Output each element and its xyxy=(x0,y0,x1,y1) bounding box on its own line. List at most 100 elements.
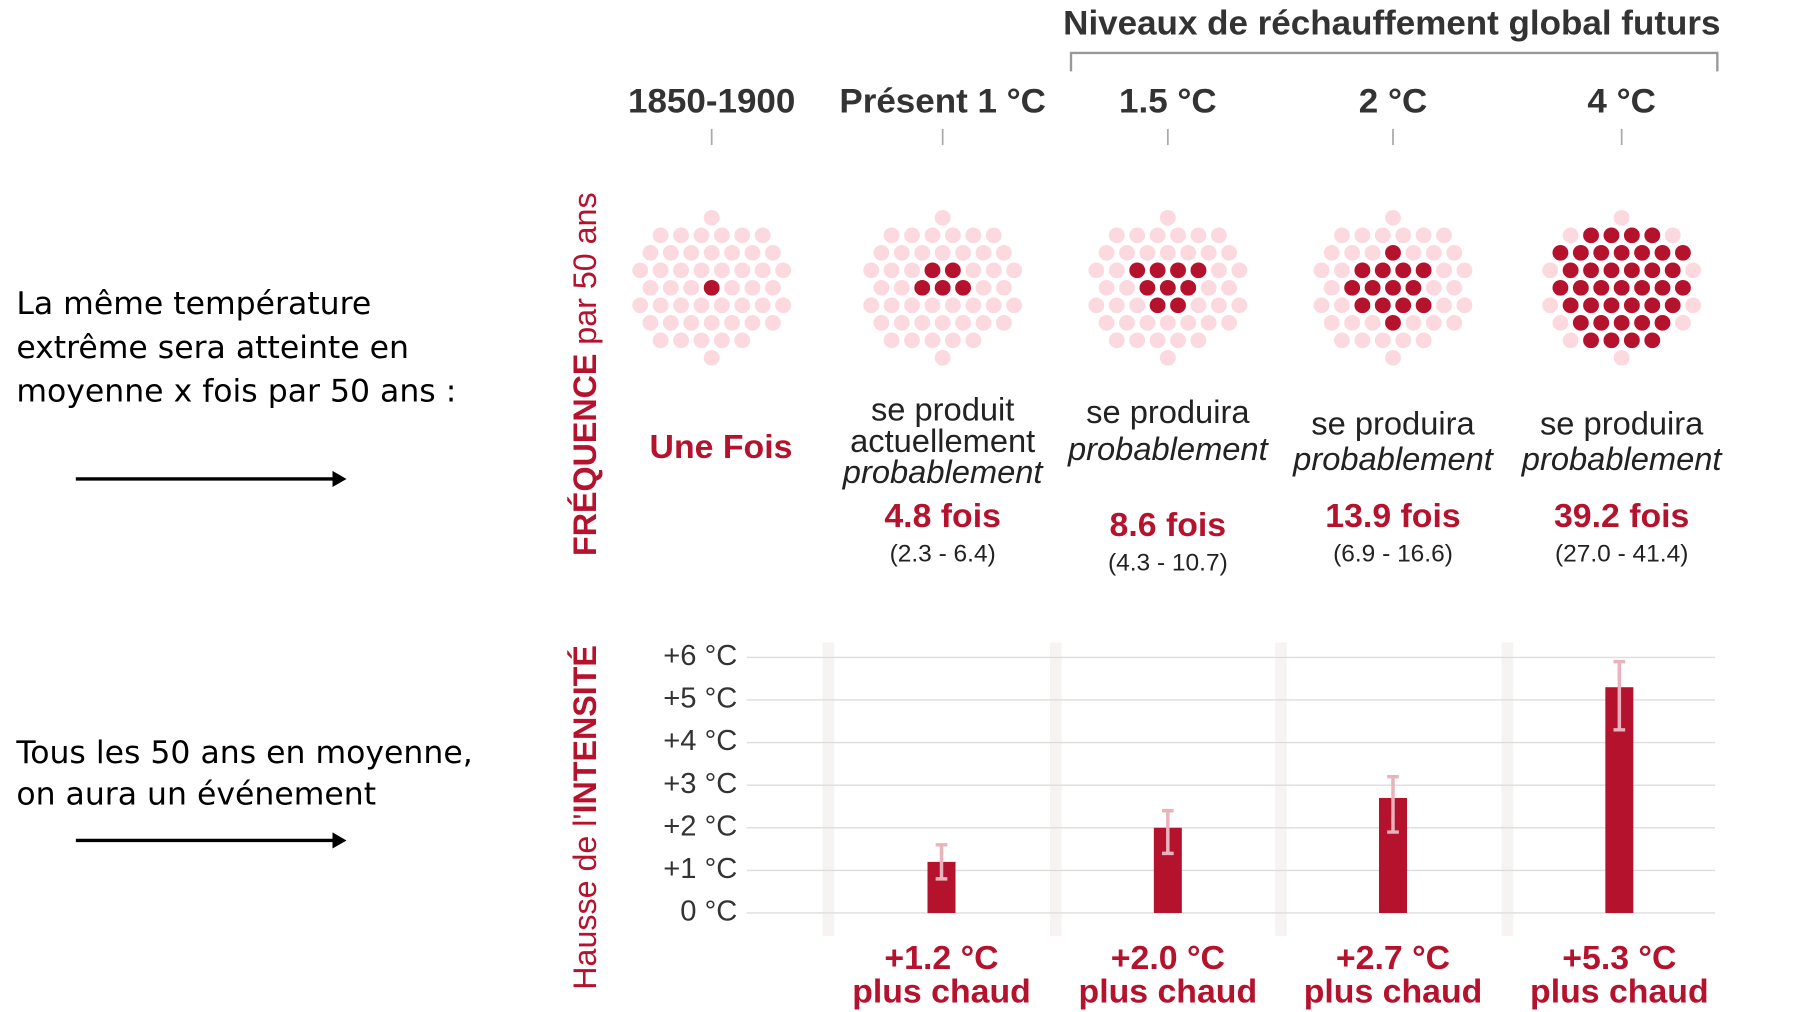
dot-empty xyxy=(924,332,941,349)
description: se produira xyxy=(1540,406,1704,442)
frequency-value: 4.8 fois xyxy=(884,498,1001,535)
dot-empty xyxy=(1129,227,1146,244)
dot-filled xyxy=(1395,262,1412,279)
dot-filled xyxy=(1562,297,1579,314)
dot-filled xyxy=(1593,279,1610,296)
dot-empty xyxy=(1098,279,1115,296)
dot-filled xyxy=(1654,314,1671,331)
dot-empty xyxy=(1344,314,1361,331)
intensity-axis-label: Hausse de l'INTENSITÉ xyxy=(565,645,602,990)
dot-empty xyxy=(1149,332,1166,349)
dot-empty xyxy=(873,279,890,296)
dot-empty xyxy=(744,279,761,296)
column-header: 2 °C xyxy=(1359,83,1427,121)
dot-filled xyxy=(1593,314,1610,331)
dot-empty xyxy=(673,227,689,244)
dot-empty xyxy=(754,297,771,314)
dot-empty xyxy=(1425,314,1442,331)
dot-empty xyxy=(693,297,710,314)
error-bar xyxy=(1613,659,1626,732)
range-label: (27.0 - 41.4) xyxy=(1555,540,1688,567)
dot-empty xyxy=(1354,332,1371,349)
left-text: Tous les 50 ans en moyenne, xyxy=(15,735,472,771)
dot-empty xyxy=(1159,349,1176,366)
dot-filled xyxy=(1674,279,1691,296)
description-italic: probablement xyxy=(1292,441,1495,477)
dot-filled xyxy=(1180,279,1197,296)
dot-empty xyxy=(1129,297,1146,314)
dot-filled xyxy=(1385,244,1401,261)
column-band xyxy=(1275,642,1287,937)
dot-empty xyxy=(713,262,730,279)
intensity-sublabel: plus chaud xyxy=(1079,974,1258,1011)
dot-empty xyxy=(1190,332,1207,349)
dot-filled xyxy=(1374,262,1391,279)
dot-empty xyxy=(703,314,720,331)
dot-empty xyxy=(713,332,730,349)
dot-empty xyxy=(744,244,761,261)
dot-empty xyxy=(652,297,669,314)
dot-empty xyxy=(754,227,771,244)
intensity-label-rest: Hausse de l' xyxy=(566,813,602,989)
dot-filled xyxy=(1415,297,1432,314)
dot-empty xyxy=(883,262,900,279)
dot-filled xyxy=(1572,279,1589,296)
dot-filled xyxy=(1139,279,1156,296)
description-italic: probablement xyxy=(842,454,1045,490)
dot-empty xyxy=(703,349,720,366)
dot-filled xyxy=(1664,297,1681,314)
dot-empty xyxy=(652,262,669,279)
dot-filled xyxy=(944,262,961,279)
frequency-value: 13.9 fois xyxy=(1325,498,1460,535)
dot-filled xyxy=(1552,244,1569,261)
dot-empty xyxy=(965,332,982,349)
dot-empty xyxy=(683,279,700,296)
dot-empty xyxy=(1374,332,1391,349)
dot-empty xyxy=(1170,227,1186,244)
dot-empty xyxy=(1108,332,1125,349)
dot-empty xyxy=(883,332,900,349)
dot-empty xyxy=(1190,297,1207,314)
dot-empty xyxy=(1685,262,1702,279)
y-tick-label: +5 °C xyxy=(663,683,737,715)
error-bar xyxy=(935,843,948,881)
dot-empty xyxy=(1323,314,1340,331)
dot-empty xyxy=(1456,297,1473,314)
dot-empty xyxy=(724,244,741,261)
error-bar xyxy=(1162,809,1174,856)
dot-empty xyxy=(764,279,781,296)
dot-empty xyxy=(693,332,710,349)
description: actuellement xyxy=(850,423,1035,459)
column-band xyxy=(1501,642,1514,937)
dot-empty xyxy=(1139,244,1156,261)
dot-filled xyxy=(1354,262,1371,279)
dot-empty xyxy=(1139,314,1156,331)
dot-filled xyxy=(1654,279,1671,296)
dot-filled xyxy=(1129,262,1146,279)
column-header: 1.5 °C xyxy=(1119,83,1217,121)
dot-empty xyxy=(1098,314,1115,331)
dot-empty xyxy=(1190,227,1207,244)
dot-empty xyxy=(693,262,710,279)
dot-empty xyxy=(1231,262,1248,279)
dot-empty xyxy=(1436,227,1452,244)
dot-empty xyxy=(1088,297,1105,314)
dot-empty xyxy=(1364,314,1381,331)
group-title: Niveaux de réchauffement global futurs xyxy=(1063,5,1720,43)
dot-empty xyxy=(642,279,659,296)
dot-empty xyxy=(975,314,992,331)
dot-empty xyxy=(934,349,951,366)
column-header: Présent 1 °C xyxy=(839,83,1046,121)
dot-filled xyxy=(1405,279,1422,296)
dot-empty xyxy=(724,279,741,296)
dot-filled xyxy=(1593,244,1610,261)
y-tick-label: +3 °C xyxy=(663,768,737,800)
dot-empty xyxy=(642,314,659,331)
dot-empty xyxy=(1436,262,1452,279)
dot-filled xyxy=(1644,297,1661,314)
dot-filled xyxy=(1159,279,1176,296)
dot-empty xyxy=(1334,227,1350,244)
dot-empty xyxy=(955,314,972,331)
dot-empty xyxy=(995,279,1012,296)
dot-filled xyxy=(1374,297,1391,314)
